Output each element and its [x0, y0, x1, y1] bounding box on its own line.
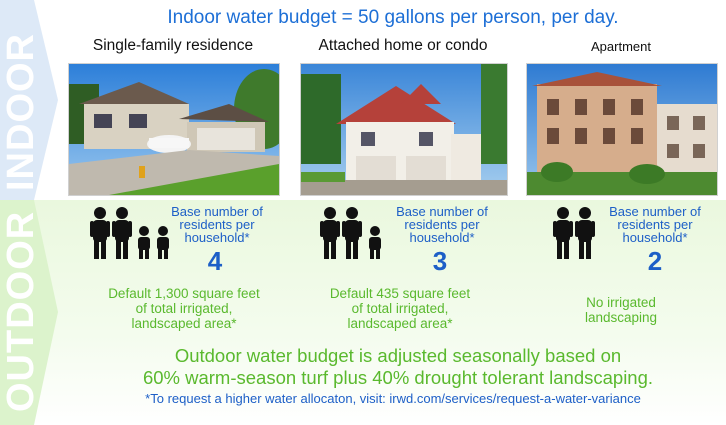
col-title-condo: Attached home or condo [318, 37, 488, 54]
footnote: *To request a higher water allocaton, vi… [145, 391, 641, 406]
landscape-area-text: No irrigated landscaping [584, 295, 658, 325]
two-residents-icon [553, 207, 595, 259]
indoor-arrow-icon [0, 0, 58, 200]
condo-photo [300, 63, 508, 196]
apartment-photo [526, 63, 718, 196]
three-residents-icon [320, 207, 381, 259]
col-title-single-family: Single-family residence [92, 37, 254, 54]
outdoor-budget-line-1: Outdoor water budget is adjusted seasona… [174, 345, 622, 366]
col-title-apartment: Apartment [591, 39, 651, 54]
outdoor-budget-text: Outdoor water budget is adjusted seasona… [70, 345, 726, 389]
four-residents-icon [90, 207, 169, 259]
landscape-area-text: Default 435 square feet of total irrigat… [329, 286, 471, 331]
base-residents-number: 3 [432, 246, 448, 276]
base-residents-label: Base number of residents per household* [396, 204, 488, 245]
outdoor-budget-line-2: 60% warm-season turf plus 40% drought to… [142, 367, 654, 388]
indoor-side-label: INDOOR [0, 33, 42, 191]
landscape-area-text: Default 1,300 square feet of total irrig… [108, 286, 260, 331]
headline: Indoor water budget = 50 gallons per per… [167, 7, 619, 28]
base-residents-number: 2 [647, 246, 663, 276]
base-residents-number: 4 [207, 246, 223, 276]
outdoor-arrow-icon [0, 200, 58, 425]
outdoor-side-label: OUTDOOR [0, 210, 42, 412]
base-residents-label: Base number of residents per household* [171, 204, 263, 245]
single-family-house-photo [68, 63, 280, 196]
base-residents-label: Base number of residents per household* [609, 204, 701, 245]
